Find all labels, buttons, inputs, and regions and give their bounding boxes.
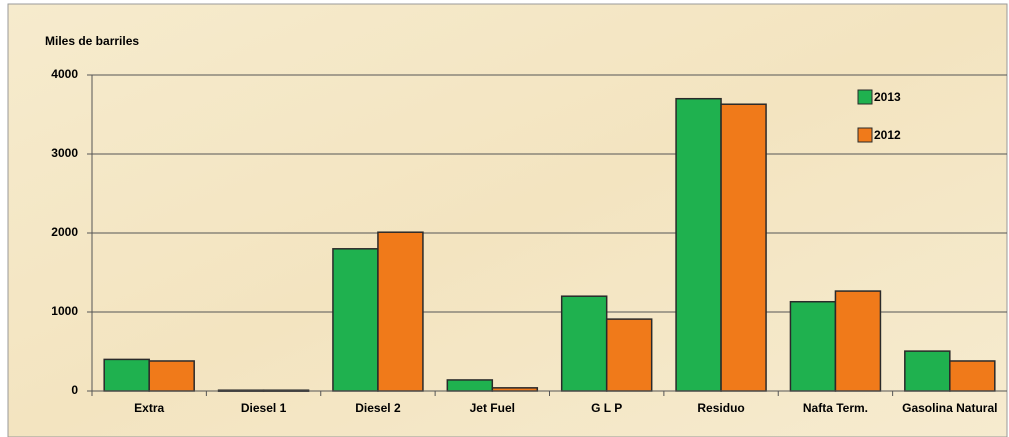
bar — [789, 300, 837, 392]
x-tick-label: Diesel 2 — [355, 401, 401, 415]
y-axis-label: Miles de barriles — [45, 34, 139, 48]
y-tick-label: 4000 — [51, 67, 78, 81]
bar — [675, 97, 722, 392]
bar — [834, 290, 882, 392]
x-tick-label: Residuo — [697, 401, 744, 415]
bar — [103, 358, 150, 392]
bar — [605, 318, 653, 392]
y-tick-label: 3000 — [51, 146, 78, 160]
bar — [377, 231, 424, 392]
legend-label: 2012 — [874, 128, 901, 142]
bar — [446, 379, 494, 392]
x-tick-label: Diesel 1 — [241, 401, 287, 415]
bar — [949, 360, 996, 392]
x-tick-label: Nafta Term. — [803, 401, 868, 415]
bar — [332, 248, 379, 392]
x-tick-label: Gasolina Natural — [902, 401, 997, 415]
bar — [720, 103, 767, 392]
legend-swatch — [857, 89, 873, 105]
legend-swatch — [857, 127, 873, 143]
y-tick-label: 0 — [71, 383, 78, 397]
bar — [148, 360, 195, 392]
bar — [904, 350, 951, 392]
y-tick-label: 1000 — [51, 304, 78, 318]
x-tick-label: Jet Fuel — [470, 401, 515, 415]
bar — [560, 295, 608, 392]
y-tick-label: 2000 — [51, 225, 78, 239]
legend-label: 2013 — [874, 90, 901, 104]
x-tick-label: Extra — [134, 401, 164, 415]
x-tick-label: G L P — [591, 401, 622, 415]
